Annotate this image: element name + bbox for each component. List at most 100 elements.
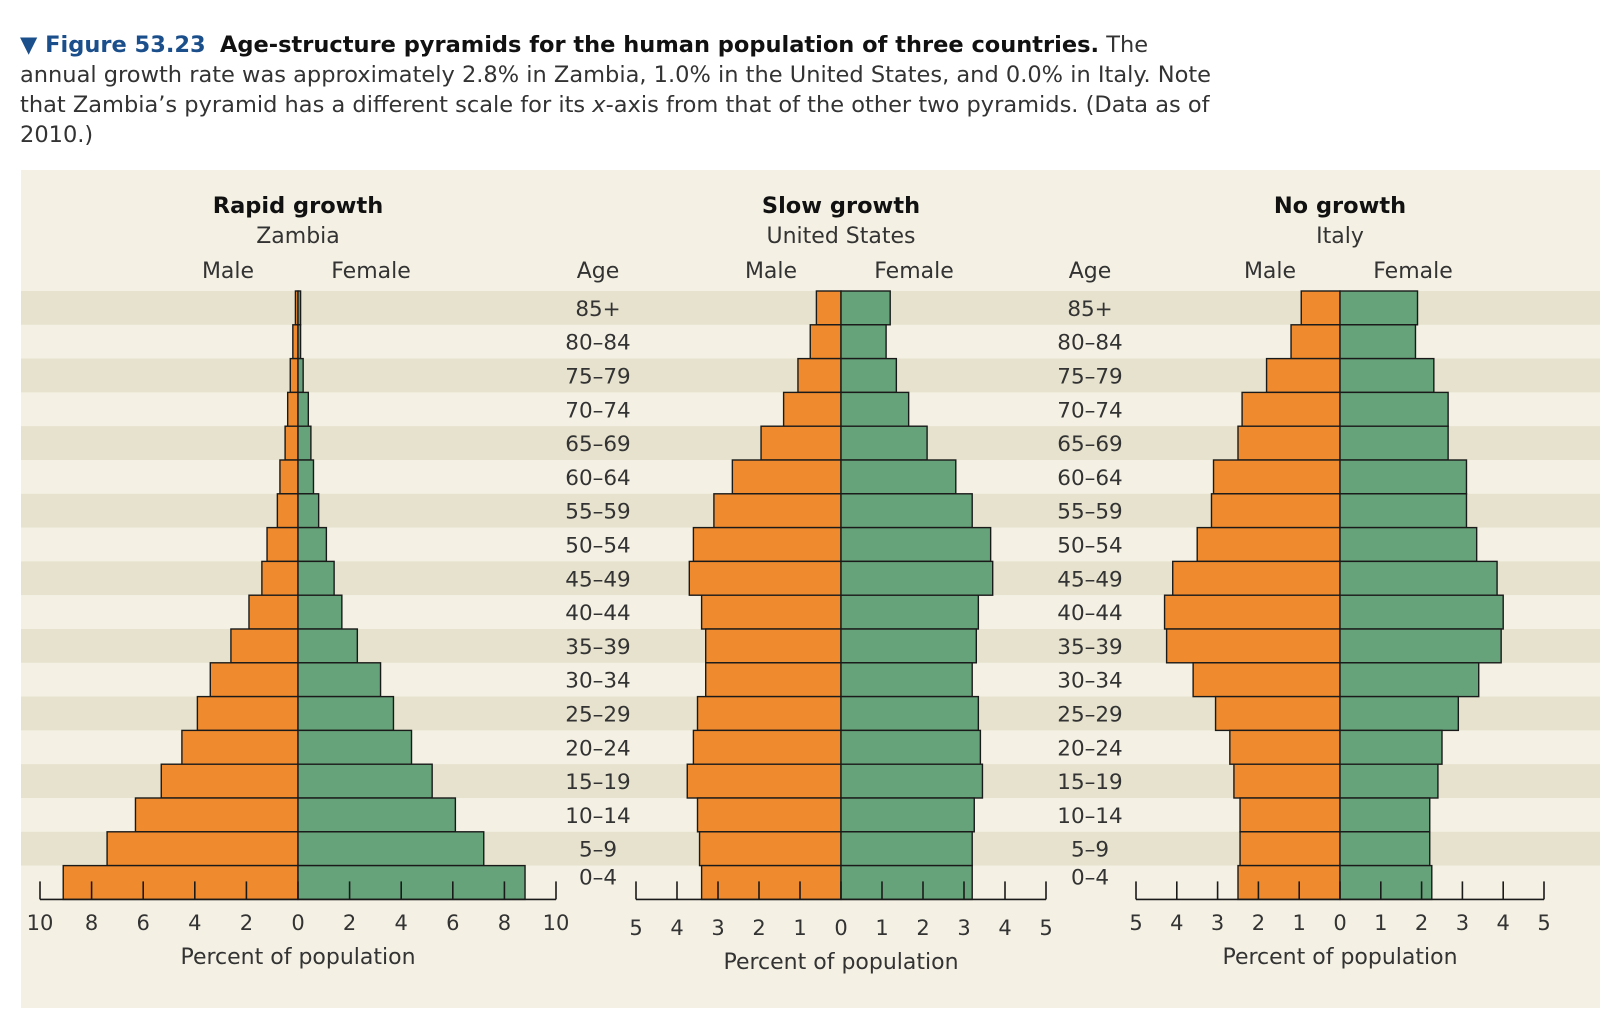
x-tick-label: 6 [446, 911, 459, 935]
male-bar [261, 560, 299, 596]
female-bar [1339, 526, 1478, 563]
age-label: 75–79 [1057, 365, 1122, 390]
male-bar [797, 357, 842, 394]
male-bar [248, 594, 299, 630]
caption-text-2: -axis from that of the other two pyramid… [20, 92, 1210, 148]
male-bar [1239, 831, 1341, 867]
female-bar [840, 729, 982, 765]
female-bar [297, 459, 315, 495]
x-tick-label: 3 [1211, 911, 1224, 935]
age-label: 20–24 [1057, 736, 1122, 761]
female-bar [1339, 763, 1439, 799]
female-bar [840, 560, 994, 596]
male-bar [286, 391, 299, 427]
male-bar [1163, 594, 1341, 630]
age-label: 70–74 [565, 398, 630, 423]
male-label: Male [745, 259, 797, 284]
male-bar [696, 695, 842, 732]
age-label: 80–84 [1057, 331, 1122, 356]
female-bar [1339, 797, 1431, 833]
figure-caption: ▼ Figure 53.23 Age-structure pyramids fo… [20, 30, 1220, 150]
male-bar [692, 729, 842, 765]
male-bar [292, 324, 299, 360]
x-axis-label: Percent of population [180, 945, 415, 970]
chart-subtitle: Italy [1316, 224, 1364, 249]
female-bar [297, 493, 320, 529]
age-label: 10–14 [1057, 804, 1122, 829]
male-bar [1233, 763, 1341, 799]
male-bar [705, 628, 842, 664]
female-bar [1339, 324, 1417, 360]
x-tick-label: 3 [957, 916, 970, 940]
female-label: Female [874, 259, 954, 284]
male-bar [1300, 290, 1341, 326]
male-bar [1210, 493, 1341, 529]
female-bar [1339, 357, 1435, 394]
female-bar [1339, 391, 1449, 427]
male-bar [809, 324, 842, 360]
female-bar [297, 695, 395, 732]
male-bar [815, 290, 842, 326]
age-label: 15–19 [565, 770, 630, 795]
x-tick-label: 4 [1170, 911, 1183, 935]
chart-title: Rapid growth [213, 193, 384, 219]
x-tick-label: 1 [793, 916, 806, 940]
age-label: 60–64 [1057, 466, 1122, 491]
female-bar [1339, 864, 1433, 901]
x-tick-label: 2 [752, 916, 765, 940]
x-tick-label: 6 [137, 911, 150, 935]
male-bar [134, 797, 299, 833]
female-bar [1339, 695, 1460, 732]
chart-title: No growth [1274, 193, 1406, 219]
age-label: 35–39 [1057, 635, 1122, 660]
age-label: 5–9 [579, 838, 617, 863]
male-bar [705, 662, 842, 698]
female-bar [1339, 493, 1468, 529]
x-tick-label: 3 [1456, 911, 1469, 935]
female-bar [297, 594, 343, 630]
female-bar [1339, 459, 1468, 495]
male-bar [696, 797, 842, 833]
male-bar [692, 526, 842, 563]
female-bar [297, 797, 457, 833]
chart-subtitle: United States [767, 224, 916, 249]
chart-subtitle: Zambia [256, 224, 340, 249]
x-tick-label: 1 [875, 916, 888, 940]
caption-italic-x: x [592, 92, 606, 118]
female-bar [297, 425, 312, 461]
male-bar [1239, 797, 1341, 833]
male-bar [181, 729, 299, 765]
female-bar [297, 831, 485, 867]
figure-number: ▼ Figure 53.23 [20, 32, 206, 58]
age-label: 45–49 [1057, 567, 1122, 592]
x-axis-label: Percent of population [1222, 945, 1457, 970]
age-label: 85+ [1067, 297, 1112, 322]
x-tick-label: 2 [343, 911, 356, 935]
age-label: 55–59 [565, 500, 630, 525]
x-tick-label: 10 [543, 911, 570, 935]
female-bar [297, 729, 413, 765]
x-tick-label: 2 [240, 911, 253, 935]
male-bar [266, 526, 299, 563]
female-bar [1339, 628, 1502, 664]
female-bar [297, 526, 328, 563]
female-bar [840, 290, 891, 326]
male-bar [698, 831, 842, 867]
male-bar [1192, 662, 1341, 698]
female-bar [840, 628, 978, 664]
age-label: 55–59 [1057, 500, 1122, 525]
male-bar [782, 391, 842, 427]
age-label: 5–9 [1071, 838, 1109, 863]
x-tick-label: 0 [834, 916, 847, 940]
age-label: 20–24 [565, 736, 630, 761]
male-bar [686, 763, 842, 799]
female-bar [297, 864, 526, 901]
female-bar [1339, 831, 1431, 867]
female-bar [1339, 290, 1419, 326]
x-tick-label: 5 [1537, 911, 1550, 935]
male-bar [160, 763, 299, 799]
male-bar [62, 864, 299, 901]
age-label: 35–39 [565, 635, 630, 660]
age-label: 60–64 [565, 466, 630, 491]
male-bar [289, 357, 299, 394]
